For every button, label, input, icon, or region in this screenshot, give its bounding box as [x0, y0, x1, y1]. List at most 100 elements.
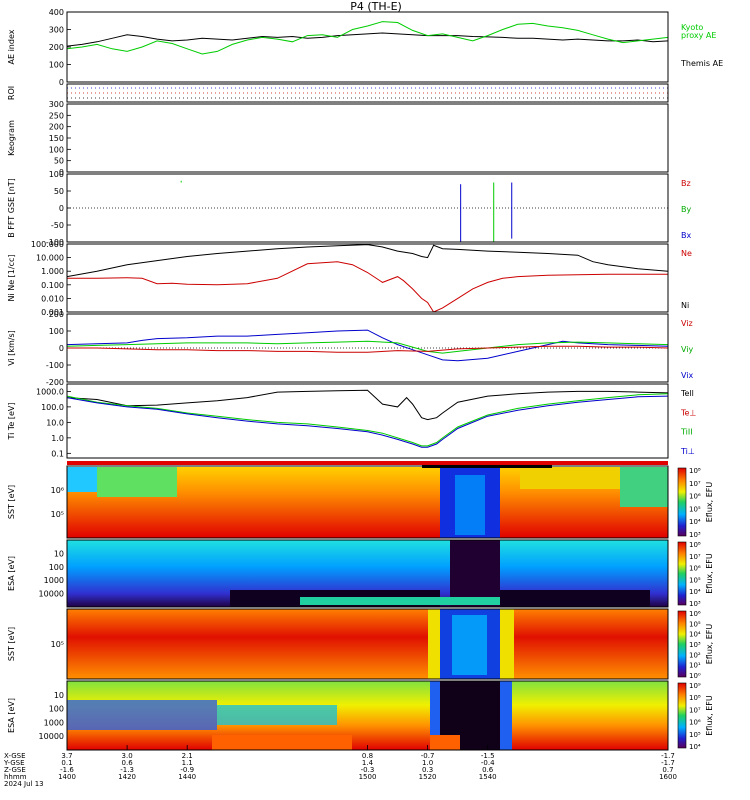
legend-themis-ae: Themis AE — [680, 59, 723, 68]
colorbar-tick: 10⁶ — [689, 610, 701, 618]
series-ne — [67, 261, 668, 313]
panel-frame — [66, 465, 669, 539]
xtick-zgse: 0.6 — [482, 766, 494, 774]
ytick-label: 10⁵ — [51, 640, 64, 649]
ylabel-velocity: Vi [km/s] — [7, 330, 16, 366]
xtick-hhmm: 1540 — [479, 773, 497, 781]
ytick-label: 1000 — [44, 576, 64, 585]
satellite-status-bar — [67, 461, 668, 468]
legend-vix: Vix — [681, 371, 694, 380]
series-kyoto-proxy-ae — [66, 21, 669, 55]
ytick-label: 1000.0 — [36, 387, 64, 396]
panel-density: Ni Ne [1/cc] 0.001 0.010 0.100 1.000 10.000 10… — [7, 240, 692, 317]
colorbar-tick: 10⁵ — [689, 576, 701, 584]
colorbar-label: Eflux, EFU — [705, 553, 714, 594]
xaxis-row-label: Z-GSE — [4, 766, 26, 774]
legend-kyoto: Kyoto — [681, 23, 703, 32]
xaxis-row-label: Y-GSE — [3, 759, 25, 767]
xtick-zgse: -0.9 — [180, 766, 194, 774]
colorbar-tick: 10⁰ — [689, 672, 701, 680]
xtick-ygse: 1.4 — [362, 759, 374, 767]
xtick-xgse: -1.5 — [481, 752, 495, 760]
ytick-label: 100.0 — [41, 403, 64, 412]
ytick-label: -200 — [46, 378, 64, 387]
ytick-label: 50 — [54, 187, 64, 196]
panel-frame — [66, 383, 669, 459]
xtick-hhmm: 1520 — [419, 773, 437, 781]
figure-title: P4 (TH-E) — [350, 0, 402, 13]
panel-velocity: Vi [km/s] -200 -100 0 100 200 Viz Viy Vix — [7, 310, 694, 387]
ytick-label: 200 — [49, 43, 64, 52]
ytick-label: 1.0 — [51, 434, 64, 443]
ytick-label: 0.001 — [41, 308, 64, 317]
xtick-ygse: -1.7 — [661, 759, 675, 767]
colorbar-tick: 10⁷ — [689, 553, 701, 561]
xtick-xgse: 0.8 — [362, 752, 373, 760]
ytick-label: 10 — [54, 691, 64, 700]
colorbar-tick: 10⁴ — [689, 743, 701, 751]
esa-ion-spectrogram — [67, 540, 668, 607]
ytick-label: 0.100 — [41, 281, 64, 290]
panel-frame — [66, 313, 669, 383]
ytick-label: 100 — [49, 170, 64, 179]
sst-ion-spectrogram — [67, 467, 668, 538]
xtick-zgse: -0.3 — [361, 766, 375, 774]
ytick-label: 100 — [49, 61, 64, 70]
colorbar-tick: 10⁷ — [689, 480, 701, 488]
ytick-label: 300 — [49, 100, 64, 109]
ylabel-density: Ni Ne [1/cc] — [7, 254, 16, 301]
legend-ti-: Ti⊥ — [680, 447, 695, 456]
colorbar-tick: 10⁸ — [689, 694, 701, 702]
panel-bfft: B FFT GSE [nT] -100 -50 0 50 100 Bz By Bx — [7, 170, 691, 247]
ytick-label: 0.1 — [51, 449, 64, 458]
ytick-label: 100 — [49, 145, 64, 154]
series-tell — [66, 389, 669, 421]
ylabel-ae: AE index — [7, 29, 16, 64]
colorbar — [677, 467, 687, 537]
colorbar-tick: 10⁴ — [689, 518, 701, 526]
ylabel-keogram: Keogram — [7, 120, 16, 156]
xtick-hhmm: 1420 — [118, 773, 136, 781]
xtick-xgse: 2.1 — [182, 752, 193, 760]
legend-bx: Bx — [681, 231, 691, 240]
ytick-label: 100 — [49, 327, 64, 336]
colorbar-tick: 10⁷ — [689, 706, 701, 714]
colorbar-tick: 10⁵ — [689, 505, 701, 513]
colorbar-tick: 10² — [689, 651, 701, 659]
ytick-label: 100.000 — [31, 240, 64, 249]
panel-esa_elec: ESA [eV] 10 100 1000 10000 10⁴ 10⁵ 10⁶ 10⁷ 10⁸ 10⁹… — [7, 680, 714, 751]
legend-viz: Viz — [681, 319, 693, 328]
panel-roi: ROI — [7, 83, 669, 103]
panel-frame — [66, 243, 669, 313]
panel-frame — [66, 608, 669, 680]
colorbar-tick: 10⁶ — [689, 493, 701, 501]
xtick-hhmm: 1600 — [659, 773, 677, 781]
ytick-label: 10.000 — [36, 254, 64, 263]
ylabel-sst_ion: SST [eV] — [7, 485, 16, 519]
ytick-label: 200 — [49, 123, 64, 132]
colorbar-tick: 10³ — [689, 641, 701, 649]
colorbar-tick: 10⁴ — [689, 631, 701, 639]
ytick-label: 150 — [49, 134, 64, 143]
legend-tell: Tell — [680, 389, 694, 398]
series-tiii — [66, 393, 669, 447]
xtick-hhmm: 1440 — [178, 773, 196, 781]
colorbar-tick: 10³ — [689, 600, 701, 608]
legend-proxy-ae: proxy AE — [681, 31, 716, 40]
xtick-ygse: 0.1 — [61, 759, 72, 767]
ytick-label: 10000 — [39, 590, 64, 599]
panel-frame — [66, 173, 669, 243]
xaxis-row-label: hhmm — [4, 773, 27, 781]
panel-sst_elec: SST [eV] 10⁵ 10⁰ 10¹ 10² 10³ 10⁴ 10⁵ 10⁶ Eflux, E… — [7, 608, 714, 680]
colorbar — [677, 610, 687, 678]
legend-by: By — [681, 205, 691, 214]
panel-esa_ion: ESA [eV] 10 100 1000 10000 10³ 10⁴ 10⁵ 10⁶ 10⁷ 10⁸… — [7, 539, 714, 608]
ytick-label: 10 — [54, 549, 64, 558]
ytick-label: 100 — [49, 563, 64, 572]
xtick-hhmm: 1400 — [58, 773, 76, 781]
ytick-label: 100 — [49, 705, 64, 714]
